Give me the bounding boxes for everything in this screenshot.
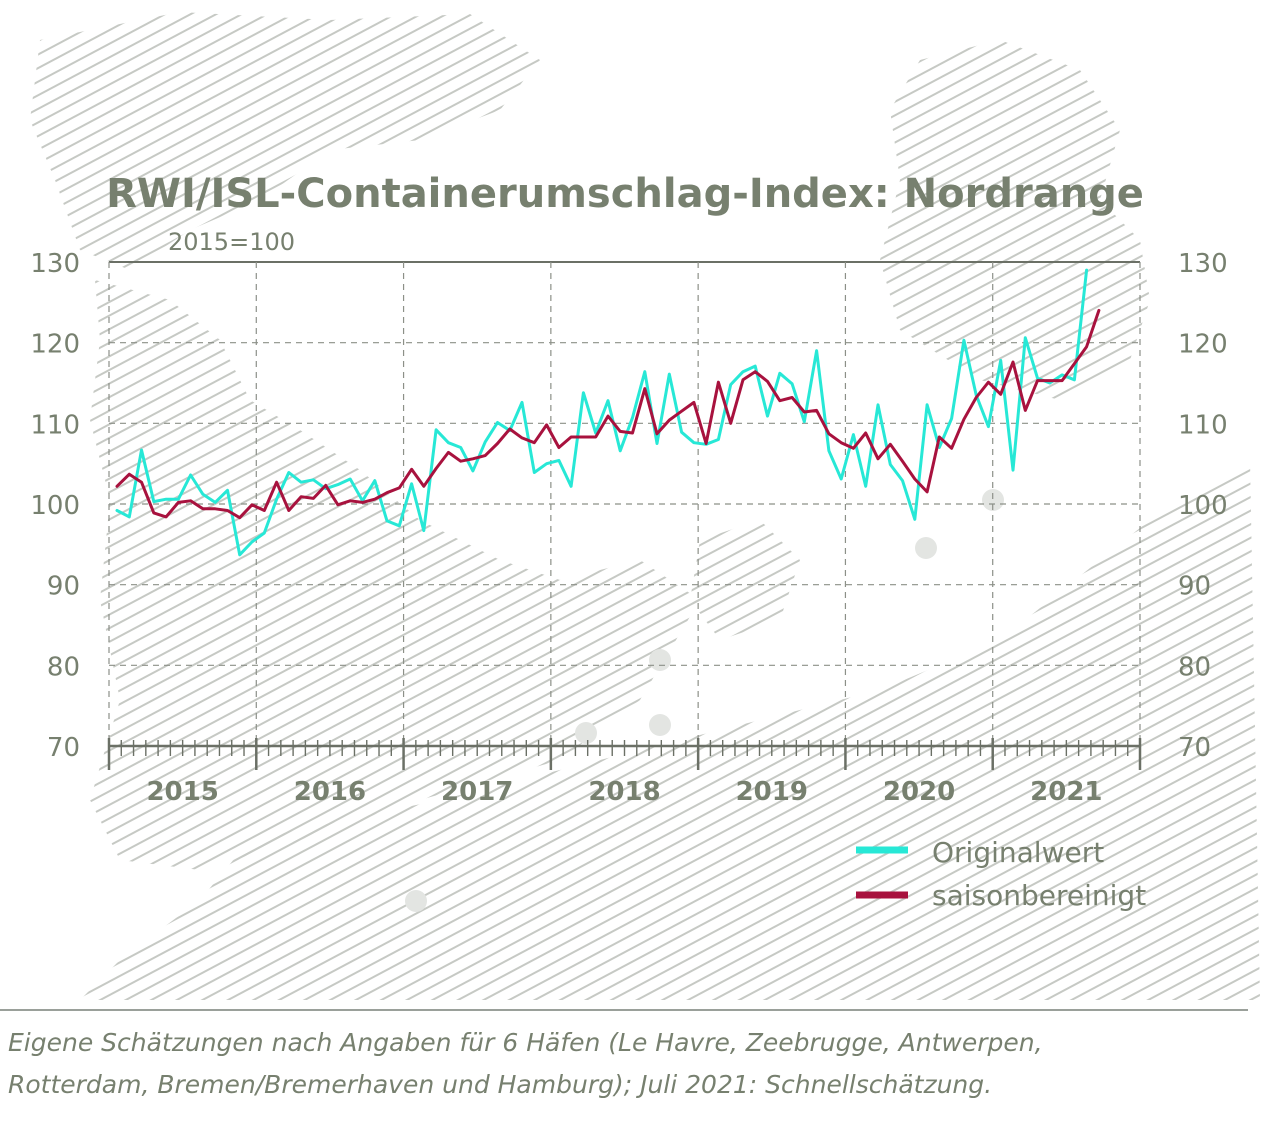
series-line-seasonal [115,308,1101,520]
x-tick-label: 2016 [294,777,366,807]
y-tick-label-left: 90 [47,572,80,602]
x-tick-label: 2018 [588,777,660,807]
chart-subtitle: 2015=100 [168,228,295,256]
x-axis-labels: 2015 2016 2017 2018 2019 2020 2021 [146,777,1102,807]
series-lines [115,268,1101,557]
y-tick-label-right: 120 [1178,330,1228,360]
x-axis [107,738,1142,770]
container-index-chart: RWI/ISL-Containerumschlag-Index: Nordran… [30,12,1260,1000]
y-tick-label-left: 70 [47,733,80,763]
series-line-original [115,268,1089,557]
y-tick-label-left: 100 [30,491,80,521]
legend: Originalwert saisonbereinigt [856,836,1146,912]
background-city-dots [405,489,1004,912]
y-tick-label-right: 130 [1178,249,1228,279]
footnote-line-1: Eigene Schätzungen nach Angaben für 6 Hä… [8,1028,1043,1057]
legend-label-seasonal: saisonbereinigt [932,879,1146,912]
y-tick-label-right: 70 [1178,733,1211,763]
x-tick-label: 2019 [736,777,808,807]
y-tick-label-left: 80 [47,652,80,682]
chart-title: RWI/ISL-Containerumschlag-Index: Nordran… [106,171,1144,217]
grid-lines [108,261,1141,746]
x-tick-label: 2017 [441,777,513,807]
y-axis-right: 70 80 90 100 110 120 130 [1178,249,1228,763]
y-tick-label-right: 110 [1178,410,1228,440]
background-map-hatching [30,12,1260,1000]
x-tick-label: 2020 [883,777,955,807]
y-tick-label-right: 100 [1178,491,1228,521]
legend-label-original: Originalwert [932,836,1104,869]
y-tick-label-left: 130 [30,249,80,279]
y-tick-label-right: 80 [1178,652,1211,682]
footnote-line-2: Rotterdam, Bremen/Bremerhaven und Hambur… [8,1070,993,1099]
x-tick-label: 2021 [1030,777,1102,807]
y-tick-label-left: 120 [30,330,80,360]
x-tick-label: 2015 [146,777,218,807]
footnote-divider [0,1009,1248,1011]
y-axis-left: 70 80 90 100 110 120 130 [30,249,80,763]
y-tick-label-right: 90 [1178,572,1211,602]
y-tick-label-left: 110 [30,410,80,440]
footnote: Eigene Schätzungen nach Angaben für 6 Hä… [8,1022,1258,1106]
